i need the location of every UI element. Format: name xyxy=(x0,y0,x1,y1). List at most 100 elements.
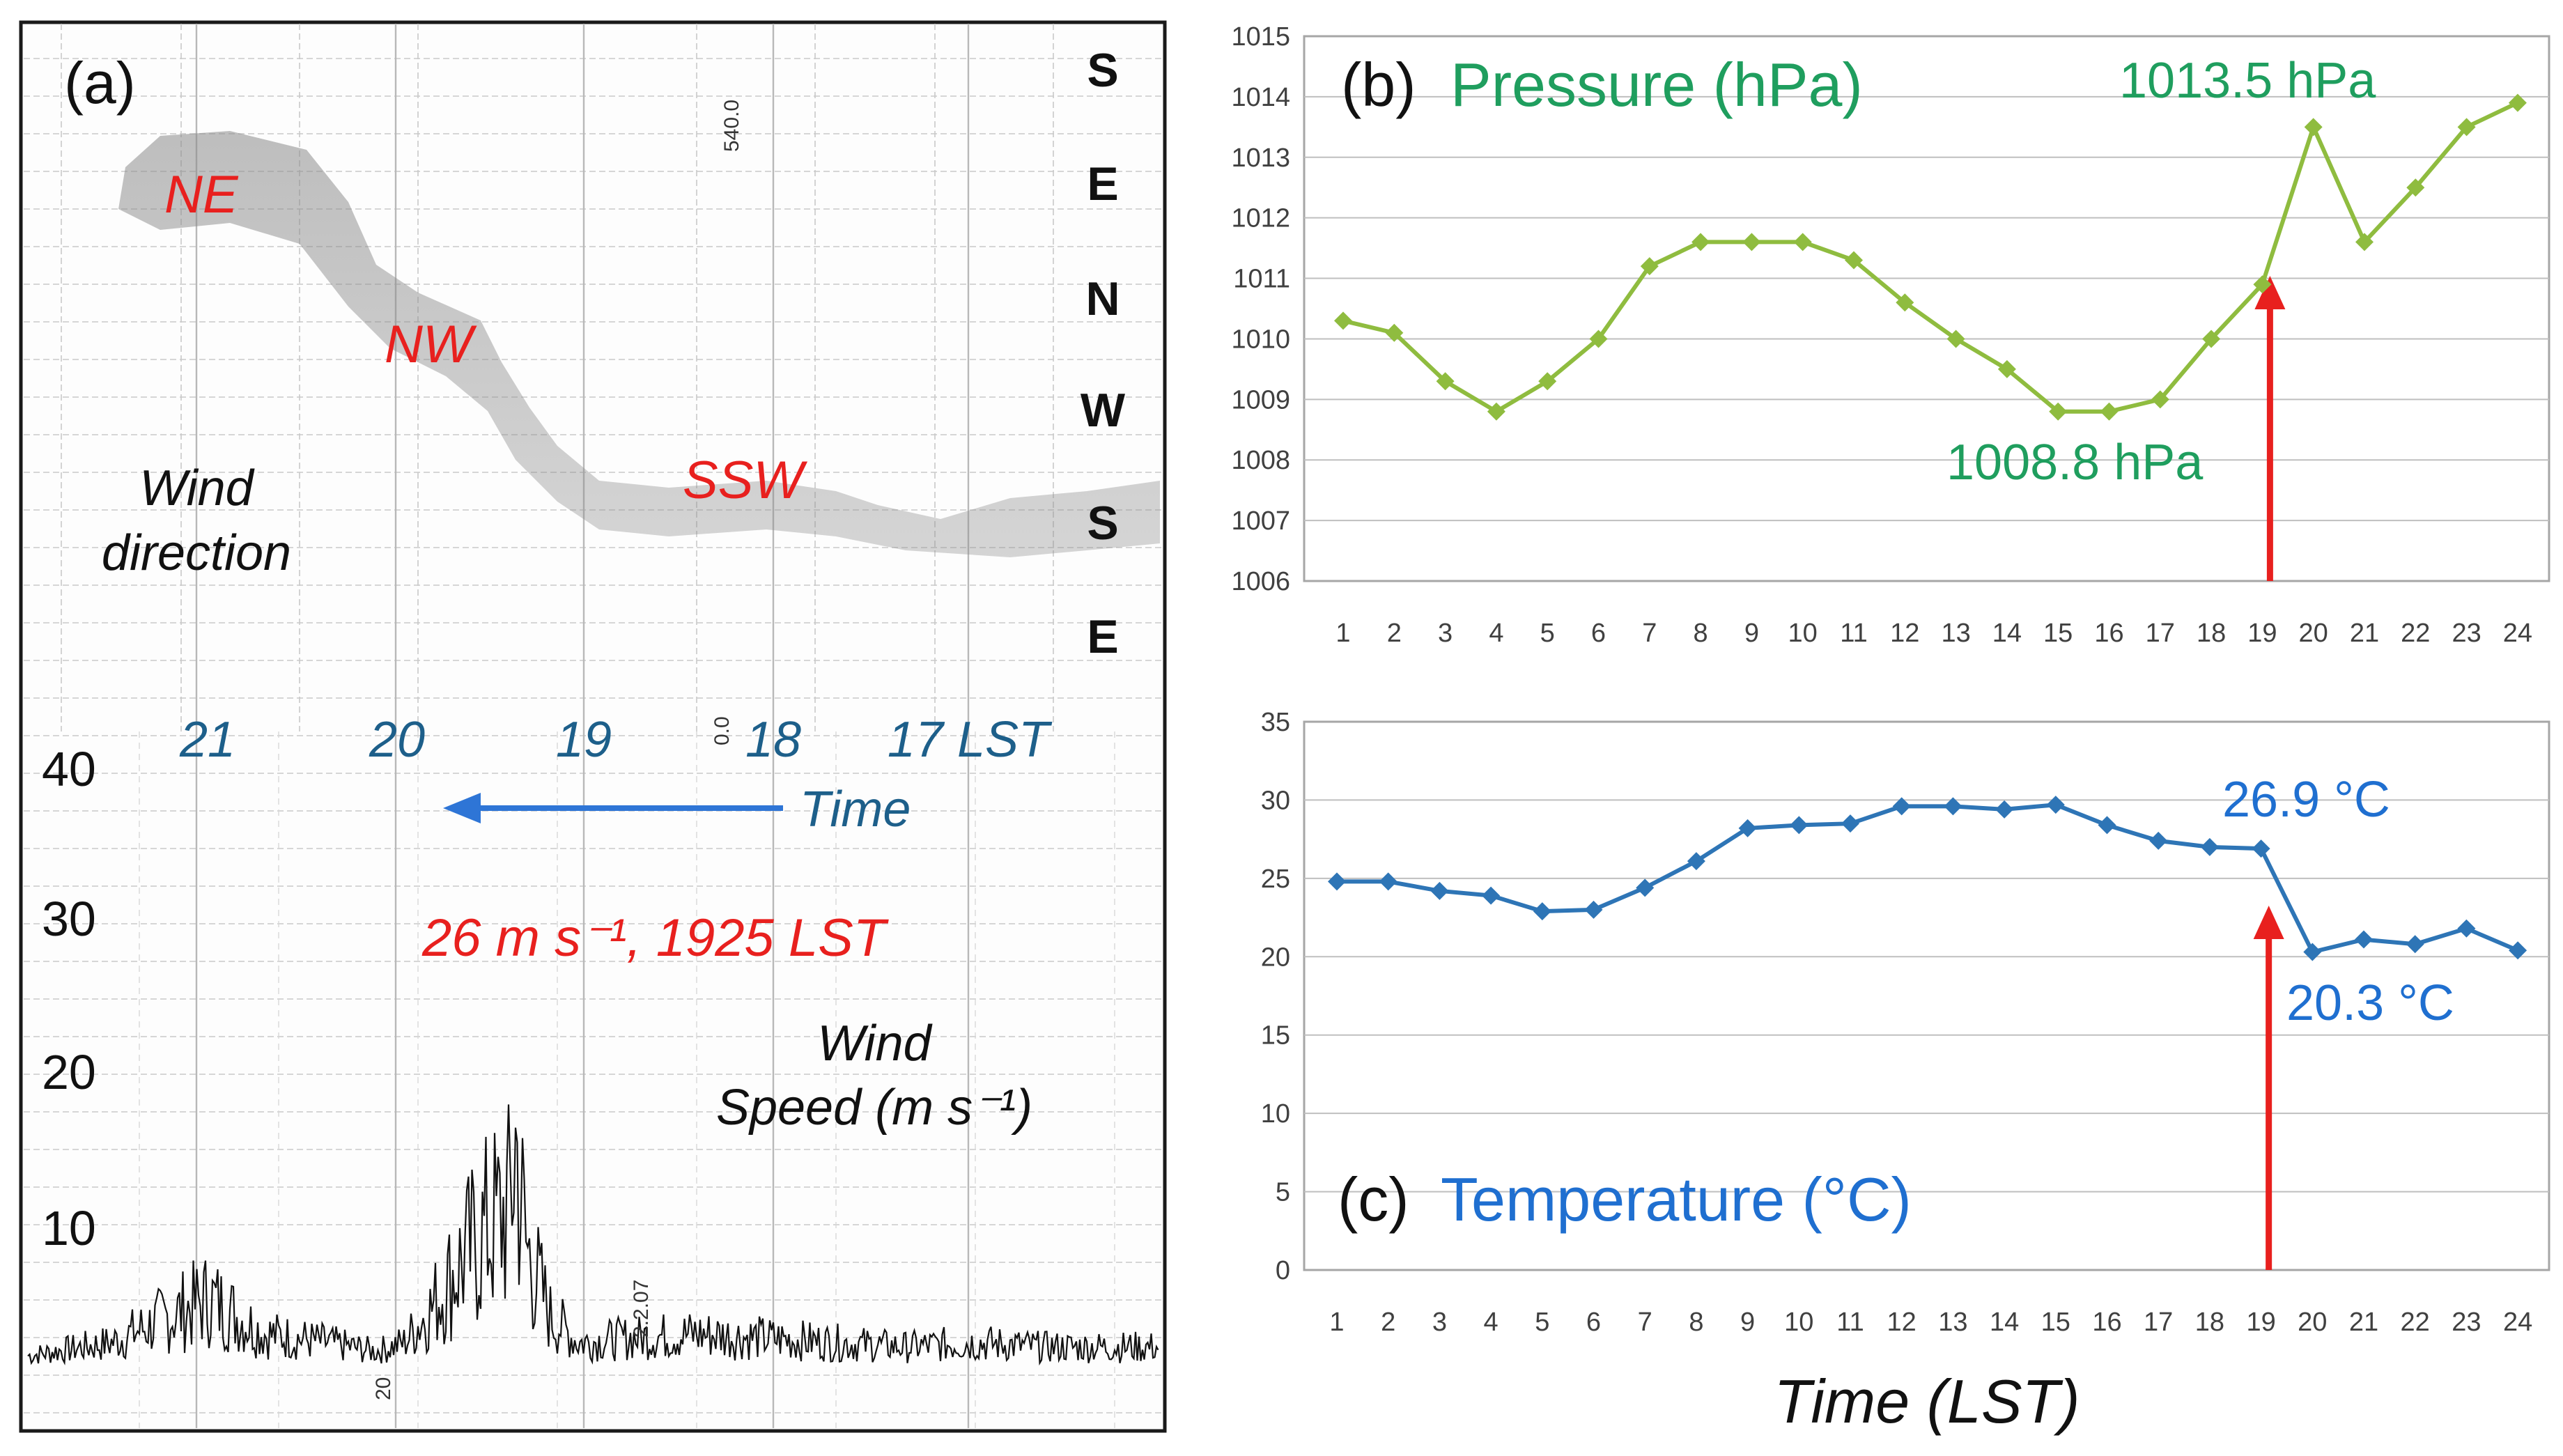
x-tick-label: 10 xyxy=(1788,619,1818,648)
x-tick-label: 3 xyxy=(1438,619,1453,648)
y-tick-label: 1007 xyxy=(1231,506,1290,536)
data-point xyxy=(2253,275,2272,294)
data-point xyxy=(2046,796,2065,814)
temperature-annotation-before: 26.9 °C xyxy=(2222,772,2390,828)
x-tick-label: 7 xyxy=(1638,1308,1652,1337)
data-point xyxy=(1896,293,1914,312)
x-tick-label: 9 xyxy=(1740,1308,1755,1337)
data-point xyxy=(1640,257,1659,276)
compass-labels: S E N W S E xyxy=(1081,44,1126,663)
y-tick-label: 25 xyxy=(1261,865,1290,894)
data-point xyxy=(1997,359,2016,378)
x-tick-label: 8 xyxy=(1694,619,1708,648)
data-point xyxy=(1944,797,1962,816)
wind-speed-label: Wind Speed (m s⁻¹) xyxy=(716,1016,1032,1136)
pressure-title: Pressure (hPa) xyxy=(1450,50,1863,119)
hour-label: 19 xyxy=(556,712,612,768)
data-point xyxy=(2355,233,2374,251)
wind-speed-label-line: Wind xyxy=(817,1016,932,1071)
panel-a-label: (a) xyxy=(64,50,136,116)
data-point xyxy=(1892,797,1911,816)
data-point xyxy=(1328,872,1346,891)
hour-label: 18 xyxy=(745,712,801,768)
x-tick-label: 9 xyxy=(1744,619,1759,648)
data-point xyxy=(2457,118,2476,137)
data-point xyxy=(1589,330,1608,348)
data-point xyxy=(2303,943,2322,961)
data-point xyxy=(2304,118,2323,137)
x-tick-label: 1 xyxy=(1329,1308,1344,1337)
data-point xyxy=(1487,402,1505,421)
pressure-annotation-min: 1008.8 hPa xyxy=(1946,435,2204,490)
x-tick-label: 17 xyxy=(2144,1308,2173,1337)
pressure-annotation-max: 1013.5 hPa xyxy=(2119,53,2376,109)
pressure-gridlines xyxy=(1304,95,2549,522)
data-point xyxy=(1482,886,1501,905)
x-tick-label: 6 xyxy=(1586,1308,1601,1337)
wind-direction-label-line: direction xyxy=(102,525,291,581)
data-point xyxy=(1533,902,1551,921)
data-point xyxy=(1845,251,1863,270)
temperature-series-points xyxy=(1328,796,2527,961)
x-tick-label: 5 xyxy=(1540,619,1555,648)
direction-label-nw: NW xyxy=(385,315,477,374)
peak-annotation: 26 m s⁻¹, 1925 LST xyxy=(421,908,889,968)
x-tick-label: 10 xyxy=(1784,1308,1813,1337)
y-tick-label: 1009 xyxy=(1231,385,1290,415)
x-tick-label: 12 xyxy=(1887,1308,1917,1337)
data-point xyxy=(1430,881,1449,900)
x-tick-label: 11 xyxy=(1836,1308,1864,1337)
speed-tick: 30 xyxy=(42,892,96,946)
temperature-series-line xyxy=(1337,803,2519,954)
data-point xyxy=(2200,837,2219,856)
x-tick-label: 20 xyxy=(2298,1308,2327,1337)
data-point xyxy=(2252,839,2270,858)
data-point xyxy=(2509,941,2527,960)
wind-direction-band xyxy=(118,131,1160,557)
x-tick-label: 20 xyxy=(2299,619,2328,648)
x-tick-label: 22 xyxy=(2401,619,2430,648)
x-tick-label: 19 xyxy=(2247,619,2277,648)
trace-mark: 540.0 xyxy=(720,100,743,152)
y-tick-label: 1011 xyxy=(1233,265,1290,294)
data-point xyxy=(1334,311,1352,330)
y-tick-label: 15 xyxy=(1261,1021,1290,1051)
compass-label: S xyxy=(1087,44,1118,97)
y-tick-label: 1014 xyxy=(1231,83,1290,112)
hour-labels: 21 20 19 18 17 LST xyxy=(179,712,1053,768)
x-tick-label: 15 xyxy=(2043,619,2073,648)
x-tick-label: 17 xyxy=(2146,619,2175,648)
x-tick-label: 2 xyxy=(1381,1308,1395,1337)
wind-direction-label-line: Wind xyxy=(139,460,254,516)
speed-ticks: 40 30 20 10 xyxy=(42,742,96,1255)
data-point xyxy=(1691,233,1710,251)
wind-direction-trace xyxy=(118,131,1160,557)
y-tick-label: 1015 xyxy=(1231,22,1290,52)
x-tick-label: 5 xyxy=(1535,1308,1549,1337)
direction-label-ne: NE xyxy=(164,165,239,224)
y-tick-label: 0 xyxy=(1276,1256,1290,1285)
x-tick-label: 21 xyxy=(2350,619,2379,648)
x-tick-label: 13 xyxy=(1941,619,1970,648)
compass-label: S xyxy=(1087,497,1118,550)
compass-label: N xyxy=(1085,272,1120,325)
trace-mark: 2.2.07 xyxy=(630,1280,653,1338)
data-point xyxy=(2049,402,2068,421)
data-point xyxy=(2508,93,2527,112)
x-tick-label: 24 xyxy=(2503,619,2532,648)
data-point xyxy=(1385,323,1404,342)
x-tick-label: 18 xyxy=(2195,1308,2224,1337)
speed-tick: 10 xyxy=(42,1201,96,1255)
pressure-y-ticks: 1006 1007 1008 1009 1010 1011 1012 1013 1014 1015 xyxy=(1231,22,1290,596)
data-point xyxy=(1584,900,1603,919)
compass-label: E xyxy=(1087,610,1118,663)
speed-tick: 40 xyxy=(42,742,96,796)
x-tick-label: 23 xyxy=(2452,1308,2481,1337)
temperature-gridlines xyxy=(1304,799,2549,1193)
x-tick-label: 18 xyxy=(2197,619,2226,648)
data-point xyxy=(1995,800,2014,819)
x-tick-label: 4 xyxy=(1484,1308,1499,1337)
y-tick-label: 1012 xyxy=(1231,204,1290,233)
